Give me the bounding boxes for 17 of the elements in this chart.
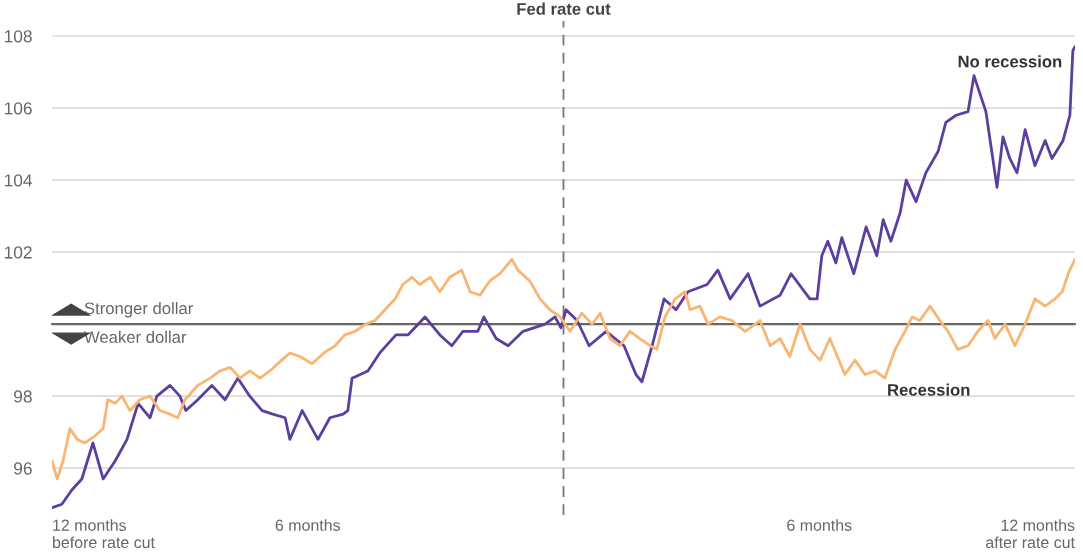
annotation: Stronger dollar — [84, 301, 194, 318]
x-tick-label: 6 months — [275, 519, 341, 531]
series-label: Recession — [888, 383, 970, 396]
annotation: Weaker dollar — [84, 330, 187, 344]
x-tick-label: 12 months after rate cut — [986, 519, 1075, 549]
y-tick-label: 96 — [14, 462, 32, 475]
y-tick-label: 98 — [14, 390, 32, 403]
line-series — [52, 257, 1075, 481]
y-tick-label: 102 — [4, 246, 32, 259]
series-label: No recession — [958, 55, 1062, 68]
x-tick-label: 12 months before rate cut — [53, 519, 155, 549]
x-tick-label: 6 months — [787, 519, 852, 531]
y-tick-label: 104 — [4, 174, 33, 187]
line-series — [52, 45, 1075, 510]
ref-line-label: Fed rate cut — [517, 2, 611, 15]
y-tick-label: 106 — [4, 102, 32, 115]
y-tick-label: 108 — [4, 30, 32, 43]
